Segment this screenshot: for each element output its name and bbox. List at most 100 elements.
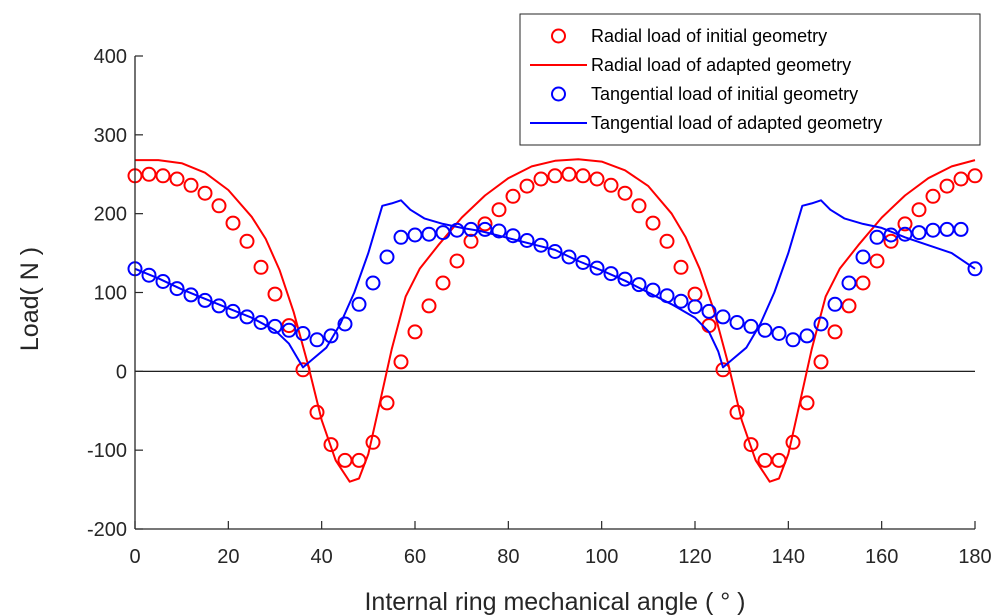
data-point: [561, 249, 577, 265]
data-point: [701, 318, 717, 334]
data-point: [253, 259, 269, 275]
data-point: [869, 229, 885, 245]
data-point: [239, 309, 255, 325]
series-3: [134, 199, 976, 369]
x-tick-label: 60: [404, 546, 426, 568]
data-point: [407, 324, 423, 340]
series-line: [134, 199, 976, 369]
data-point: [169, 281, 185, 297]
data-point: [939, 178, 955, 194]
legend-entry-label: Tangential load of adapted geometry: [591, 113, 882, 133]
data-point: [687, 286, 703, 302]
data-point: [911, 225, 927, 241]
data-point: [897, 216, 913, 232]
y-tick-label: 200: [94, 204, 127, 226]
y-tick-label: 100: [94, 283, 127, 305]
data-point: [505, 228, 521, 244]
data-point: [435, 275, 451, 291]
data-point: [645, 215, 661, 231]
data-point: [141, 267, 157, 283]
data-point: [491, 202, 507, 218]
data-point: [673, 259, 689, 275]
data-point: [281, 318, 297, 334]
data-point: [603, 266, 619, 282]
data-point: [211, 198, 227, 214]
data-point: [603, 177, 619, 193]
data-point: [379, 395, 395, 411]
y-axis-title: Load( N ): [16, 247, 44, 351]
data-point: [617, 185, 633, 201]
data-point: [393, 354, 409, 370]
data-point: [323, 437, 339, 453]
data-point: [911, 202, 927, 218]
data-point: [687, 299, 703, 315]
y-tick-label: -100: [87, 440, 127, 462]
data-point: [169, 171, 185, 187]
legend-entry-label: Tangential load of initial geometry: [591, 84, 858, 104]
data-point: [575, 255, 591, 270]
data-point: [869, 253, 885, 269]
legend-swatch-marker: [551, 28, 566, 44]
data-point: [309, 332, 325, 348]
data-point: [281, 322, 297, 338]
data-point: [841, 298, 857, 314]
data-point: [477, 221, 493, 237]
y-tick-label: -200: [87, 519, 127, 541]
data-point: [253, 315, 269, 330]
x-tick-label: 160: [865, 546, 898, 568]
data-point: [967, 168, 983, 184]
data-point: [813, 354, 829, 370]
x-axis-title: Internal ring mechanical angle ( ° ): [364, 588, 745, 616]
data-point: [393, 229, 409, 245]
data-point: [519, 178, 535, 194]
data-point: [449, 253, 465, 269]
x-tick-label: 180: [958, 546, 991, 568]
data-point: [589, 260, 605, 276]
y-tick-label: 300: [94, 125, 127, 147]
legend-box: [519, 13, 981, 146]
data-point: [309, 404, 325, 420]
data-point: [617, 271, 633, 287]
series-line: [135, 158, 976, 483]
data-point: [155, 168, 171, 184]
data-point: [239, 233, 255, 249]
data-point: [267, 286, 283, 302]
data-point: [883, 233, 899, 249]
data-point: [925, 188, 941, 204]
data-point: [701, 303, 717, 319]
data-point: [925, 222, 941, 238]
data-point: [757, 452, 773, 468]
x-tick-label: 40: [311, 546, 333, 568]
data-point: [463, 233, 479, 249]
x-tick-label: 140: [772, 546, 805, 568]
data-point: [771, 326, 787, 341]
y-tick-label: 400: [94, 46, 127, 68]
data-point: [183, 177, 199, 193]
data-point: [967, 261, 983, 277]
data-point: [631, 198, 647, 214]
legend: Radial load of initial geometry Radial lo…: [519, 13, 981, 146]
plot-area: [127, 158, 983, 483]
data-point: [827, 324, 843, 340]
data-point: [491, 223, 507, 239]
data-point: [673, 293, 689, 309]
legend-swatch-marker: [551, 86, 566, 102]
data-point: [561, 166, 577, 182]
data-point: [155, 274, 171, 289]
data-point: [519, 233, 535, 248]
x-tick-label: 120: [678, 546, 711, 568]
data-point: [141, 166, 157, 182]
legend-entry-label: Radial load of initial geometry: [591, 26, 827, 46]
data-point: [337, 452, 353, 468]
data-point: [225, 303, 241, 319]
data-point: [421, 226, 437, 242]
data-point: [505, 188, 521, 204]
data-point: [827, 296, 843, 312]
x-tick-label: 20: [217, 546, 239, 568]
data-point: [659, 233, 675, 249]
data-point: [813, 316, 829, 332]
x-tick-label: 80: [497, 546, 519, 568]
data-point: [379, 249, 395, 265]
data-point: [225, 215, 241, 231]
